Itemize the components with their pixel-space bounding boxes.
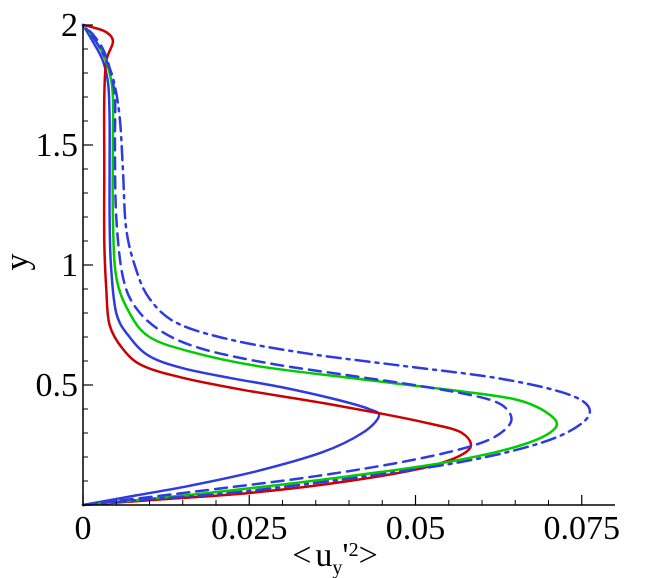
y-tick-label: 0.5 [36, 367, 79, 404]
x-tick-label: 0.075 [544, 510, 621, 547]
ticks-layer: 0 0.025 0.05 0.075 0.5 1 1.5 2 [36, 7, 621, 547]
x-tick-label: 0 [75, 510, 92, 547]
x-axis-label-open: < [292, 537, 311, 574]
x-axis-label-main: u [315, 537, 332, 574]
x-tick-label: 0.05 [386, 510, 446, 547]
axes-layer [82, 25, 615, 506]
x-axis-label: < uy'2> [292, 537, 378, 578]
series-line-2 [81, 23, 473, 507]
x-axis-label-prime: ' [342, 537, 348, 574]
x-axis-label-sub: y [332, 557, 342, 578]
series-line-3 [81, 23, 559, 507]
series-layer [81, 23, 592, 507]
y-tick-label: 1.5 [36, 127, 79, 164]
x-axis-label-sup: 2 [349, 539, 359, 561]
y-tick-label: 2 [61, 7, 78, 44]
series-line-1 [81, 23, 381, 507]
series-line-5 [81, 23, 592, 507]
y-axis-label: y [0, 254, 36, 271]
x-axis-label-close: > [359, 537, 378, 574]
x-tick-label: 0.025 [211, 510, 288, 547]
series-line-4 [81, 23, 513, 507]
y-tick-label: 1 [61, 247, 78, 284]
